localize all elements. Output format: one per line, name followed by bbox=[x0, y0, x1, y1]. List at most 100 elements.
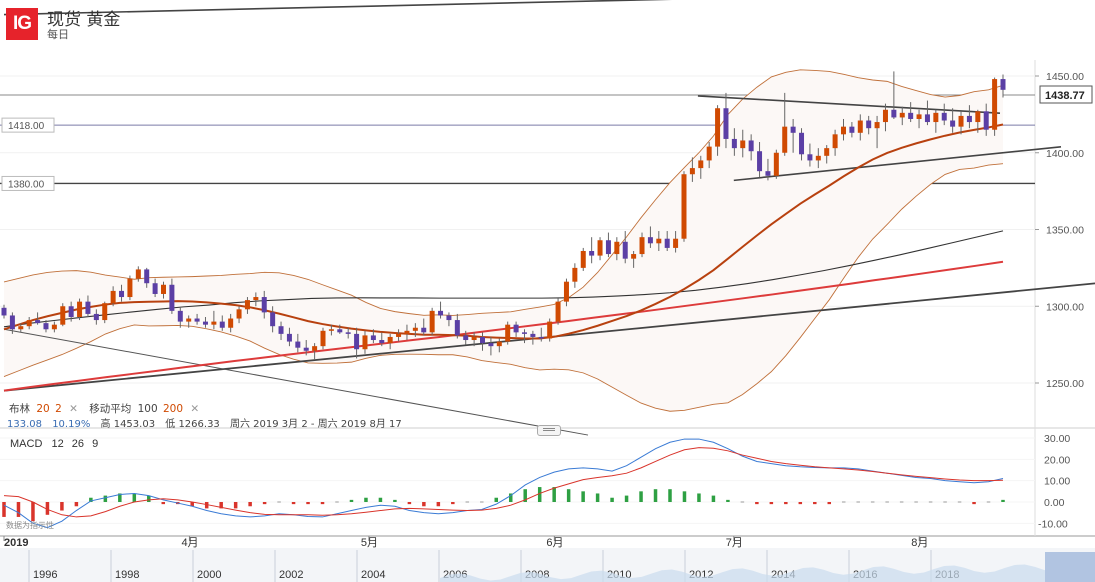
candle-body bbox=[563, 281, 569, 302]
level-tag bbox=[1, 117, 55, 133]
candle-body bbox=[18, 326, 24, 330]
candle-body bbox=[370, 335, 376, 341]
moving-average-label[interactable]: 移动平均 bbox=[89, 403, 132, 415]
candle-body bbox=[689, 168, 695, 175]
bollinger-label[interactable]: 布林 bbox=[9, 403, 30, 415]
current-price-tag bbox=[1039, 85, 1093, 104]
candle-body bbox=[152, 283, 158, 294]
macd-histogram-bar bbox=[972, 502, 976, 505]
candle-body bbox=[740, 140, 746, 149]
bollinger-band-fill bbox=[4, 69, 1003, 412]
macd-histogram-bar bbox=[161, 502, 166, 505]
close-icon[interactable]: ✕ bbox=[190, 403, 200, 415]
candle-body bbox=[278, 326, 284, 334]
macd-histogram-bar bbox=[103, 495, 108, 502]
chart-timeframe[interactable]: 每日 bbox=[47, 28, 69, 41]
macd-histogram-bar bbox=[393, 499, 397, 502]
macd-histogram-bar bbox=[639, 491, 643, 502]
candle-body bbox=[337, 329, 343, 333]
candle-body bbox=[681, 174, 687, 239]
macd-histogram-bar bbox=[45, 502, 50, 515]
resistance-trendline bbox=[697, 95, 1001, 114]
long-resistance-trendline bbox=[3, 0, 673, 16]
macd-histogram-bar bbox=[480, 501, 484, 503]
macd-histogram-bar bbox=[60, 502, 64, 511]
candle-body bbox=[832, 134, 838, 149]
candle-body bbox=[899, 112, 905, 118]
macd-histogram-bar bbox=[407, 502, 412, 505]
candle-body bbox=[950, 120, 956, 127]
candle-body bbox=[454, 320, 460, 336]
indicator-legend: 布林 20 2 ✕ 移动平均 100 200 ✕ bbox=[9, 401, 203, 416]
price-tick-label: 1450.00 bbox=[1046, 71, 1084, 83]
candle-body bbox=[354, 333, 360, 350]
time-tick-label: 2019 bbox=[4, 537, 28, 549]
candle-body bbox=[211, 321, 217, 325]
macd-histogram-bar bbox=[697, 493, 701, 502]
candle-body bbox=[68, 306, 74, 317]
macd-histogram-bar bbox=[682, 491, 687, 502]
candle-body bbox=[547, 321, 553, 339]
macd-histogram-bar bbox=[349, 499, 354, 502]
close-icon[interactable]: ✕ bbox=[69, 403, 78, 415]
candle-body bbox=[790, 126, 796, 133]
macd-line bbox=[3, 438, 1004, 529]
candle-body bbox=[857, 120, 863, 133]
macd-histogram-bar bbox=[451, 502, 455, 505]
candle-body bbox=[748, 140, 754, 152]
date-range: 周六 2019 3月 2 - 周六 2019 8月 17 bbox=[229, 419, 402, 430]
candle-body bbox=[723, 108, 729, 139]
macd-histogram-bar bbox=[74, 502, 79, 507]
macd-histogram-bar bbox=[422, 502, 426, 507]
level-tag bbox=[1, 175, 55, 191]
macd-histogram-bar bbox=[668, 489, 672, 502]
macd-param-signal: 9 bbox=[92, 438, 99, 450]
candle-body bbox=[463, 335, 469, 341]
candle-body bbox=[799, 132, 805, 155]
price-tick-label: 1400.00 bbox=[1046, 148, 1084, 160]
macd-histogram-bar bbox=[624, 495, 629, 502]
candle-body bbox=[773, 152, 779, 176]
falling-trendline bbox=[3, 328, 589, 436]
macd-tick-label: -10.00 bbox=[1038, 518, 1068, 530]
macd-histogram-bar bbox=[784, 502, 788, 505]
candle-body bbox=[446, 315, 452, 321]
candle-body bbox=[782, 126, 788, 153]
macd-histogram-bar bbox=[306, 502, 310, 505]
candle-body bbox=[135, 269, 141, 279]
macd-legend[interactable]: MACD 12 26 9 bbox=[10, 438, 98, 450]
macd-histogram-bar bbox=[885, 501, 889, 503]
time-tick-label: 4月 bbox=[181, 537, 198, 549]
macd-param-fast: 12 bbox=[51, 438, 64, 450]
macd-histogram-bar bbox=[364, 497, 368, 502]
candle-body bbox=[43, 323, 49, 330]
candle-body bbox=[177, 310, 183, 322]
candle-body bbox=[555, 301, 561, 322]
candle-body bbox=[186, 318, 192, 322]
candle-body bbox=[966, 115, 972, 123]
candle-body bbox=[572, 267, 578, 282]
ma-fast-period: 100 bbox=[137, 403, 158, 415]
macd-histogram-bar bbox=[233, 502, 238, 509]
bollinger-upper-band bbox=[3, 69, 1004, 316]
price-tick-label: 1350.00 bbox=[1046, 225, 1084, 237]
bollinger-lower-band bbox=[3, 163, 1004, 412]
pane-resize-handle[interactable] bbox=[537, 425, 561, 436]
candle-body bbox=[1, 307, 7, 316]
candle-body bbox=[270, 312, 276, 327]
candle-body bbox=[244, 300, 250, 310]
macd-histogram-bar bbox=[378, 497, 383, 502]
macd-histogram-bar bbox=[537, 487, 542, 502]
candle-body bbox=[144, 269, 150, 284]
candle-body bbox=[261, 297, 267, 313]
navigator-year-label: 1998 bbox=[115, 569, 139, 581]
macd-histogram-bar bbox=[494, 497, 499, 502]
candle-body bbox=[320, 330, 326, 347]
macd-tick-label: 10.00 bbox=[1044, 476, 1070, 488]
candle-body bbox=[228, 318, 234, 328]
macd-histogram-bar bbox=[740, 501, 745, 503]
low-value: 1266.33 bbox=[178, 419, 220, 430]
time-tick-label: 5月 bbox=[361, 537, 378, 549]
candle-body bbox=[538, 336, 544, 339]
